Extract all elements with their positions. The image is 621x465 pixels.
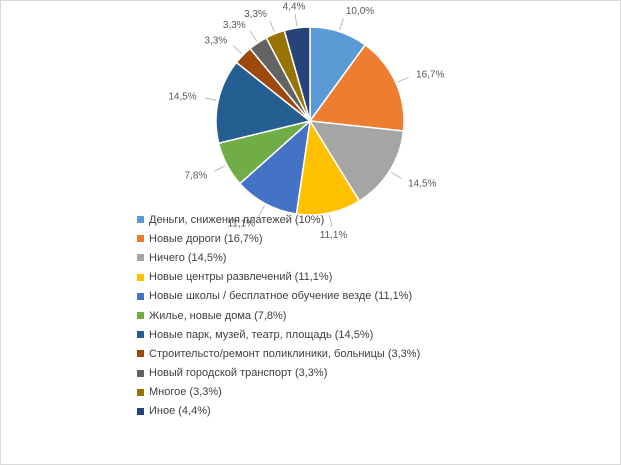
data-label-6: 14,5% — [168, 92, 196, 103]
leader-line-1 — [397, 76, 409, 83]
legend-swatch — [137, 331, 144, 339]
legend-label: Многое (3,3%) — [149, 386, 222, 399]
legend-item-entertainment: Новые центры развлечений (11,1%) — [137, 268, 607, 287]
data-label-10: 4,4% — [283, 2, 306, 13]
leader-line-3 — [329, 214, 333, 227]
pie-slice-6 — [215, 61, 312, 145]
legend-swatch — [137, 216, 144, 224]
leader-line-8 — [249, 30, 258, 42]
legend-swatch — [137, 369, 144, 377]
pie-slice-4 — [238, 119, 312, 215]
leader-line-4 — [258, 205, 265, 217]
data-label-4: 11,1% — [227, 219, 255, 230]
pie-slices — [215, 26, 405, 216]
chart-legend: Деньги, снижения платежей (10%) Новые до… — [137, 210, 607, 421]
leader-line-0 — [339, 18, 344, 30]
data-label-2: 14,5% — [408, 178, 436, 189]
legend-label: Новые парк, музей, театр, площадь (14,5%… — [149, 328, 374, 341]
legend-swatch — [137, 254, 144, 262]
legend-label: Новые школы / бесплатное обучение везде … — [149, 290, 413, 303]
legend-item-much: Многое (3,3%) — [137, 383, 607, 402]
pie-slice-1 — [308, 43, 405, 132]
legend-swatch — [137, 388, 144, 396]
legend-item-roads: Новые дороги (16,7%) — [137, 229, 607, 248]
legend-label: Новые дороги (16,7%) — [149, 232, 263, 245]
pie-slice-2 — [308, 120, 405, 203]
legend-label: Новые центры развлечений (11,1%) — [149, 271, 333, 284]
data-labels: 10,0%16,7%14,5%11,1%11,1%7,8%14,5%3,3%3,… — [168, 2, 444, 241]
legend-label: Жилье, новые дома (7,8%) — [149, 309, 287, 322]
legend-swatch — [137, 407, 144, 415]
data-label-7: 3,3% — [204, 35, 227, 46]
data-label-1: 16,7% — [416, 69, 444, 80]
legend-item-schools: Новые школы / бесплатное обучение везде … — [137, 287, 607, 306]
legend-item-housing: Жилье, новые дома (7,8%) — [137, 306, 607, 325]
legend-item-transport: Новый городской транспорт (3,3%) — [137, 364, 607, 383]
data-label-0: 10,0% — [346, 6, 374, 17]
legend-item-nothing: Ничего (14,5%) — [137, 248, 607, 267]
pie-slice-10 — [283, 26, 311, 122]
legend-label: Строительсто/ремонт поликлиники, больниц… — [149, 347, 421, 360]
legend-item-park: Новые парк, музей, театр, площадь (14,5%… — [137, 325, 607, 344]
leader-lines — [204, 13, 409, 227]
data-label-9: 3,3% — [244, 9, 267, 20]
legend-item-money: Деньги, снижения платежей (10%) — [137, 210, 607, 229]
leader-line-6 — [204, 97, 217, 101]
legend-label: Новый городской транспорт (3,3%) — [149, 367, 328, 380]
legend-swatch — [137, 312, 144, 320]
leader-line-7 — [232, 45, 242, 55]
legend-label: Иное (4,4%) — [149, 405, 211, 418]
leader-line-2 — [391, 171, 402, 179]
legend-label: Деньги, снижения платежей (10%) — [149, 213, 325, 226]
leader-line-10 — [294, 13, 298, 26]
leader-line-5 — [214, 165, 226, 172]
leader-line-9 — [269, 20, 275, 32]
data-label-3: 11,1% — [320, 230, 348, 241]
legend-label: Ничего (14,5%) — [149, 251, 227, 264]
legend-item-other: Иное (4,4%) — [137, 402, 607, 421]
legend-swatch — [137, 350, 144, 358]
data-label-5: 7,8% — [185, 170, 208, 181]
legend-swatch — [137, 292, 144, 300]
pie-slice-3 — [295, 118, 361, 216]
legend-item-clinic: Строительсто/ремонт поликлиники, больниц… — [137, 344, 607, 363]
legend-swatch — [137, 273, 144, 281]
data-label-8: 3,3% — [223, 20, 246, 31]
legend-swatch — [137, 235, 144, 243]
